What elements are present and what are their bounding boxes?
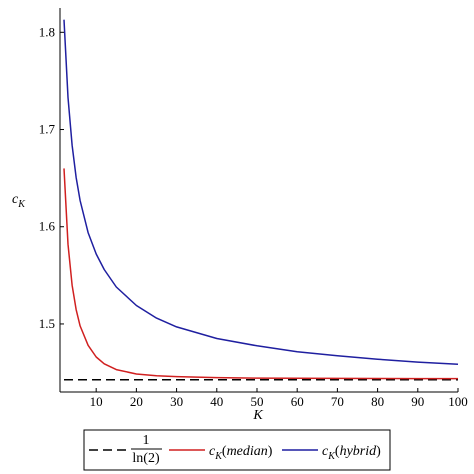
x-tick-label: 70 [331,394,344,409]
x-tick-label: 50 [250,394,263,409]
legend-fraction-denominator: ln(2) [132,451,160,466]
y-axis-label: cK [12,192,26,210]
x-axis-label: K [252,408,263,423]
y-axis-label-subscript: K [17,199,26,210]
series-line-median [63,168,458,380]
x-tick-label: 60 [291,394,304,409]
x-tick-label: 30 [170,394,183,409]
x-tick-label: 40 [210,394,223,409]
y-tick-label: 1.5 [39,316,55,331]
legend-label-median: cK(median) [209,444,273,462]
tick-layer: 10 20 30 40 50 60 70 80 90 100 1.5 1.6 1.7 1.8 [39,24,468,409]
y-tick-label: 1.6 [39,219,56,234]
legend-entry-hybrid: cK(hybrid) [282,444,381,462]
x-tick-label: 20 [130,394,143,409]
y-tick-label: 1.7 [39,122,56,137]
legend-box [83,429,391,471]
legend: 1 ln(2) cK(median) cK(hybrid) [83,429,391,471]
y-tick-label: 1.8 [39,24,55,39]
series-layer [63,19,459,381]
x-tick-label: 90 [411,394,424,409]
y-axis-label-main: c [12,192,19,207]
legend-label-hybrid: cK(hybrid) [322,444,381,462]
x-tick-label: 80 [371,394,384,409]
svg-text:cK: cK [12,192,26,210]
legend-entry-median: cK(median) [169,444,273,462]
series-line-hybrid [63,19,459,366]
legend-fraction-numerator: 1 [143,433,150,448]
legend-entry-reciprocal-ln2: 1 ln(2) [89,433,162,466]
x-tick-label: 100 [448,394,468,409]
axes [59,8,458,393]
x-tick-label: 10 [90,394,103,409]
